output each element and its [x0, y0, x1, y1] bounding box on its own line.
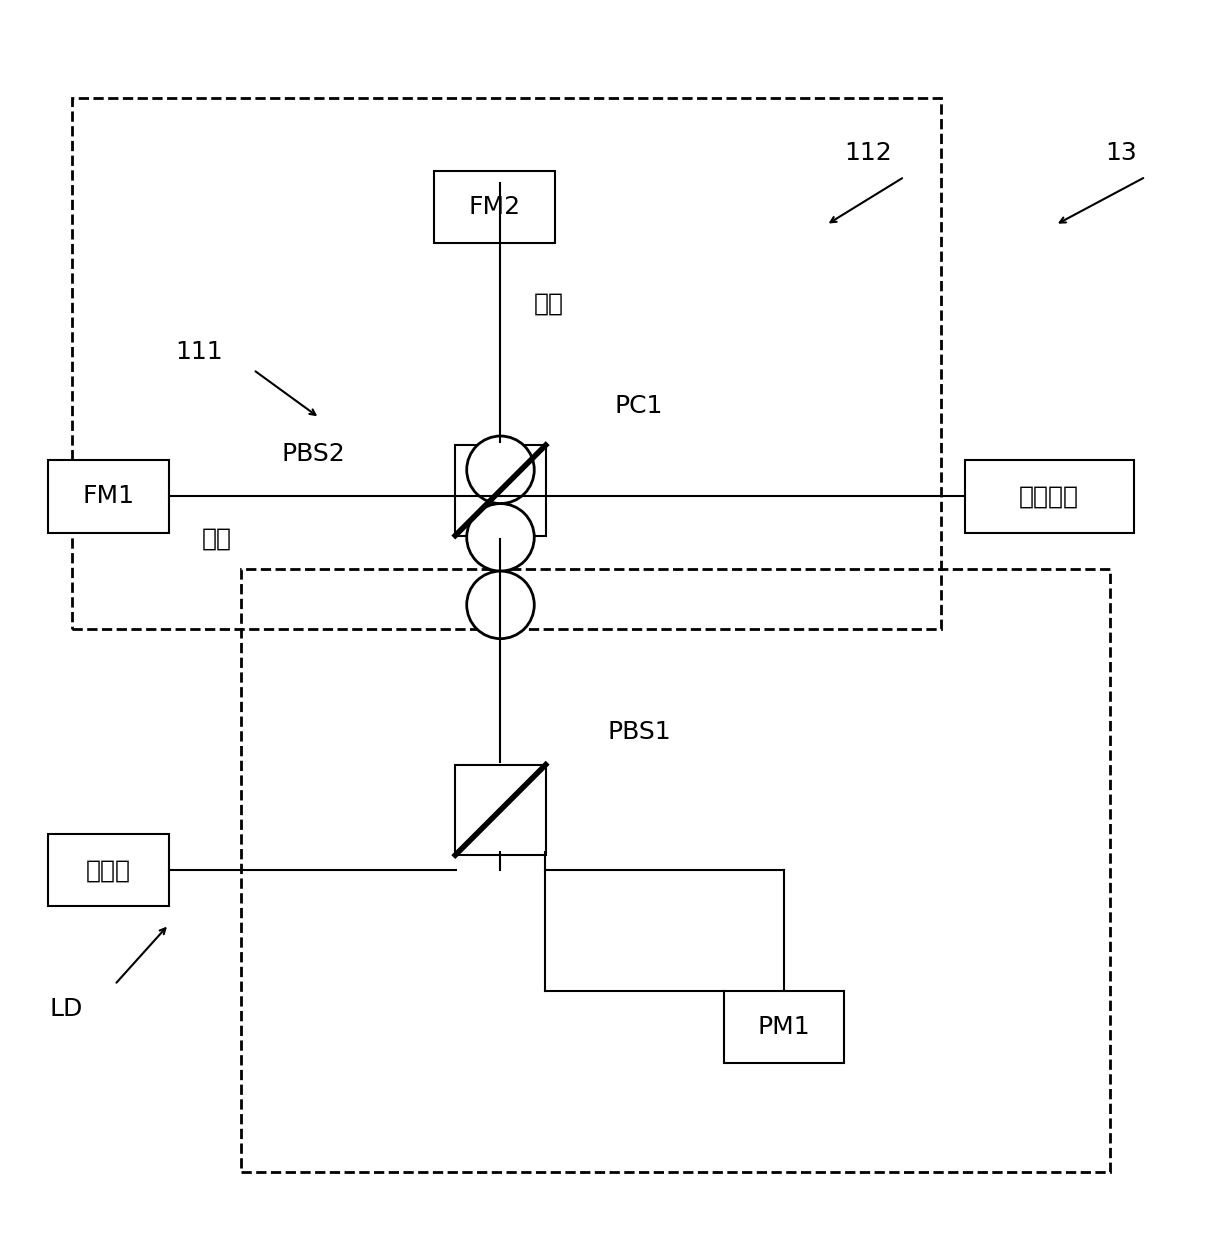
Text: 111: 111	[175, 340, 223, 364]
Text: FM2: FM2	[468, 195, 521, 219]
Bar	[434, 171, 555, 243]
Bar	[455, 445, 545, 536]
Text: LD: LD	[49, 996, 83, 1021]
Text: PM1: PM1	[757, 1015, 810, 1039]
Text: 激光器: 激光器	[86, 858, 131, 882]
Text: 长臂: 长臂	[203, 527, 232, 551]
Text: 112: 112	[844, 141, 892, 165]
Bar	[241, 569, 1110, 1171]
Bar	[48, 834, 169, 906]
Bar	[48, 460, 169, 532]
Circle shape	[467, 437, 534, 503]
Text: 13: 13	[1106, 141, 1137, 165]
Text: PBS2: PBS2	[282, 442, 345, 467]
Text: FM1: FM1	[82, 484, 135, 508]
Bar	[965, 460, 1134, 532]
Text: 传输信道: 传输信道	[1019, 484, 1079, 508]
Bar	[455, 765, 545, 855]
Circle shape	[467, 571, 534, 639]
Bar	[724, 991, 844, 1063]
Bar	[72, 98, 941, 629]
Text: PBS1: PBS1	[608, 720, 671, 743]
Circle shape	[467, 503, 534, 571]
Text: PC1: PC1	[615, 394, 663, 418]
Text: 短臂: 短臂	[534, 292, 563, 316]
